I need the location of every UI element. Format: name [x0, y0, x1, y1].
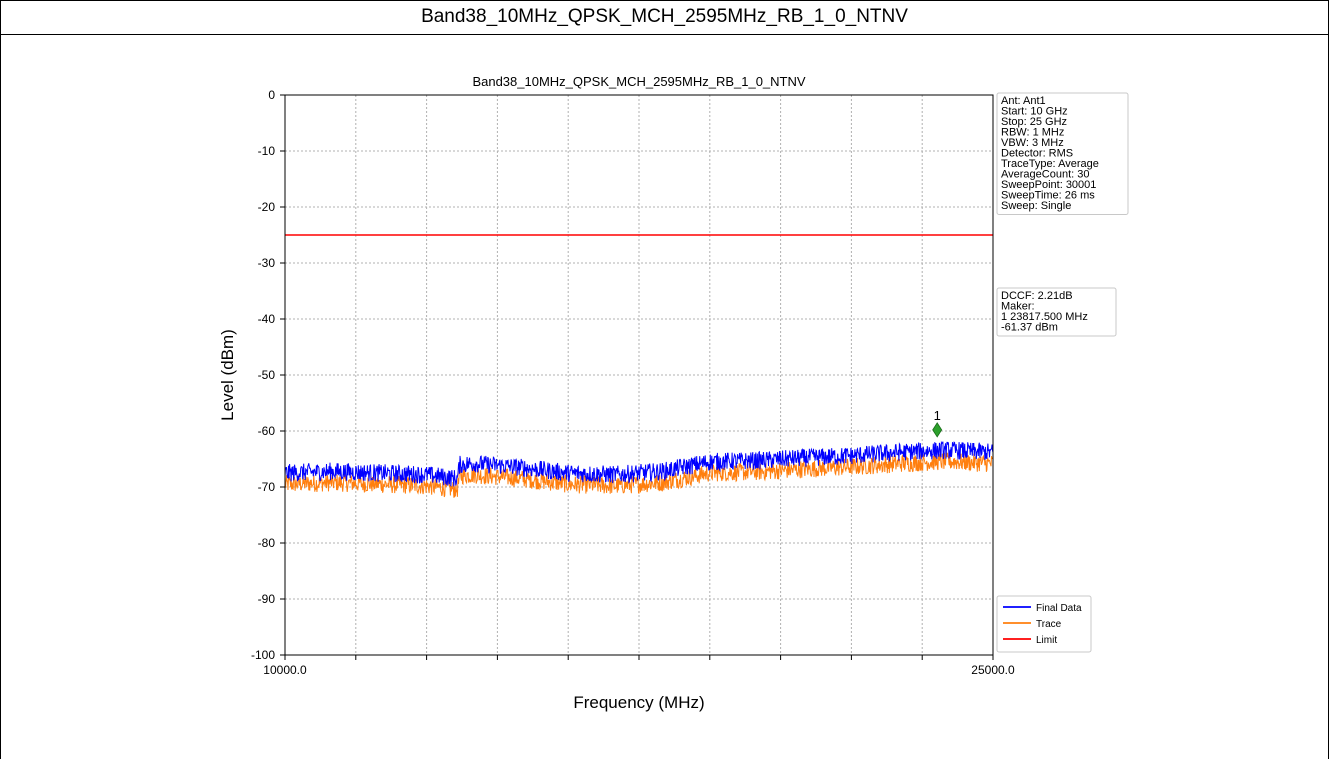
- settings-info-line: SweepPoint: 30001: [1001, 179, 1096, 191]
- legend: Final Data Trace Limit: [996, 595, 1092, 653]
- legend-label: Trace: [1036, 619, 1062, 630]
- settings-info-line: Ant: Ant1: [1001, 95, 1046, 107]
- settings-info-line: Start: 10 GHz: [1001, 106, 1068, 118]
- settings-info-line: TraceType: Average: [1001, 158, 1099, 170]
- marker-layer: 1: [932, 408, 943, 438]
- chart-title: Band38_10MHz_QPSK_MCH_2595MHz_RB_1_0_NTN…: [472, 74, 805, 89]
- y-tick-label: -100: [251, 648, 275, 662]
- marker-info-line: 1 23817.500 MHz: [1001, 311, 1088, 323]
- settings-info-line: RBW: 1 MHz: [1001, 127, 1064, 139]
- legend-frame: [996, 595, 1092, 653]
- frame-title-divider: [0, 34, 1329, 35]
- x-tick-label: 25000.0: [971, 663, 1015, 677]
- y-tick-label: -20: [258, 200, 276, 214]
- marker-info-line: Maker:: [1001, 301, 1035, 313]
- x-axis-label: Frequency (MHz): [573, 693, 704, 712]
- y-tick-label: -70: [258, 480, 276, 494]
- y-tick-label: -80: [258, 536, 276, 550]
- series-line-final-data: [284, 440, 994, 487]
- settings-info-frame: [996, 92, 1129, 215]
- settings-info-line: SweepTime: 26 ms: [1001, 190, 1095, 202]
- grid-layer: [285, 95, 993, 655]
- y-tick-label: 0: [268, 88, 275, 102]
- legend-label: Final Data: [1036, 603, 1082, 614]
- x-tick-label: 10000.0: [263, 663, 307, 677]
- settings-info-line: VBW: 3 MHz: [1001, 137, 1064, 149]
- settings-info-line: AverageCount: 30: [1001, 169, 1089, 181]
- frame-top-border: [0, 0, 1329, 1]
- marker-info-frame: [996, 287, 1117, 337]
- y-axis-label: Level (dBm): [218, 329, 237, 421]
- legend-label: Limit: [1036, 635, 1057, 646]
- marker-label: 1: [934, 408, 941, 423]
- marker-diamond: [932, 422, 943, 438]
- marker-info-line: DCCF: 2.21dB: [1001, 290, 1073, 302]
- y-tick-label: -30: [258, 256, 276, 270]
- series-layer: [284, 234, 994, 498]
- settings-info-line: Stop: 25 GHz: [1001, 116, 1067, 128]
- y-tick-label: -40: [258, 312, 276, 326]
- series-line-trace: [284, 451, 994, 498]
- y-tick-label: -60: [258, 424, 276, 438]
- settings-info-line: Detector: RMS: [1001, 148, 1073, 160]
- y-tick-label: -10: [258, 144, 276, 158]
- frame-left-border: [0, 0, 1, 759]
- marker-info-line: -61.37 dBm: [1001, 322, 1058, 334]
- frame-title: Band38_10MHz_QPSK_MCH_2595MHz_RB_1_0_NTN…: [421, 6, 908, 27]
- settings-info-line: Sweep: Single: [1001, 200, 1071, 212]
- y-tick-label: -90: [258, 592, 276, 606]
- y-tick-label: -50: [258, 368, 276, 382]
